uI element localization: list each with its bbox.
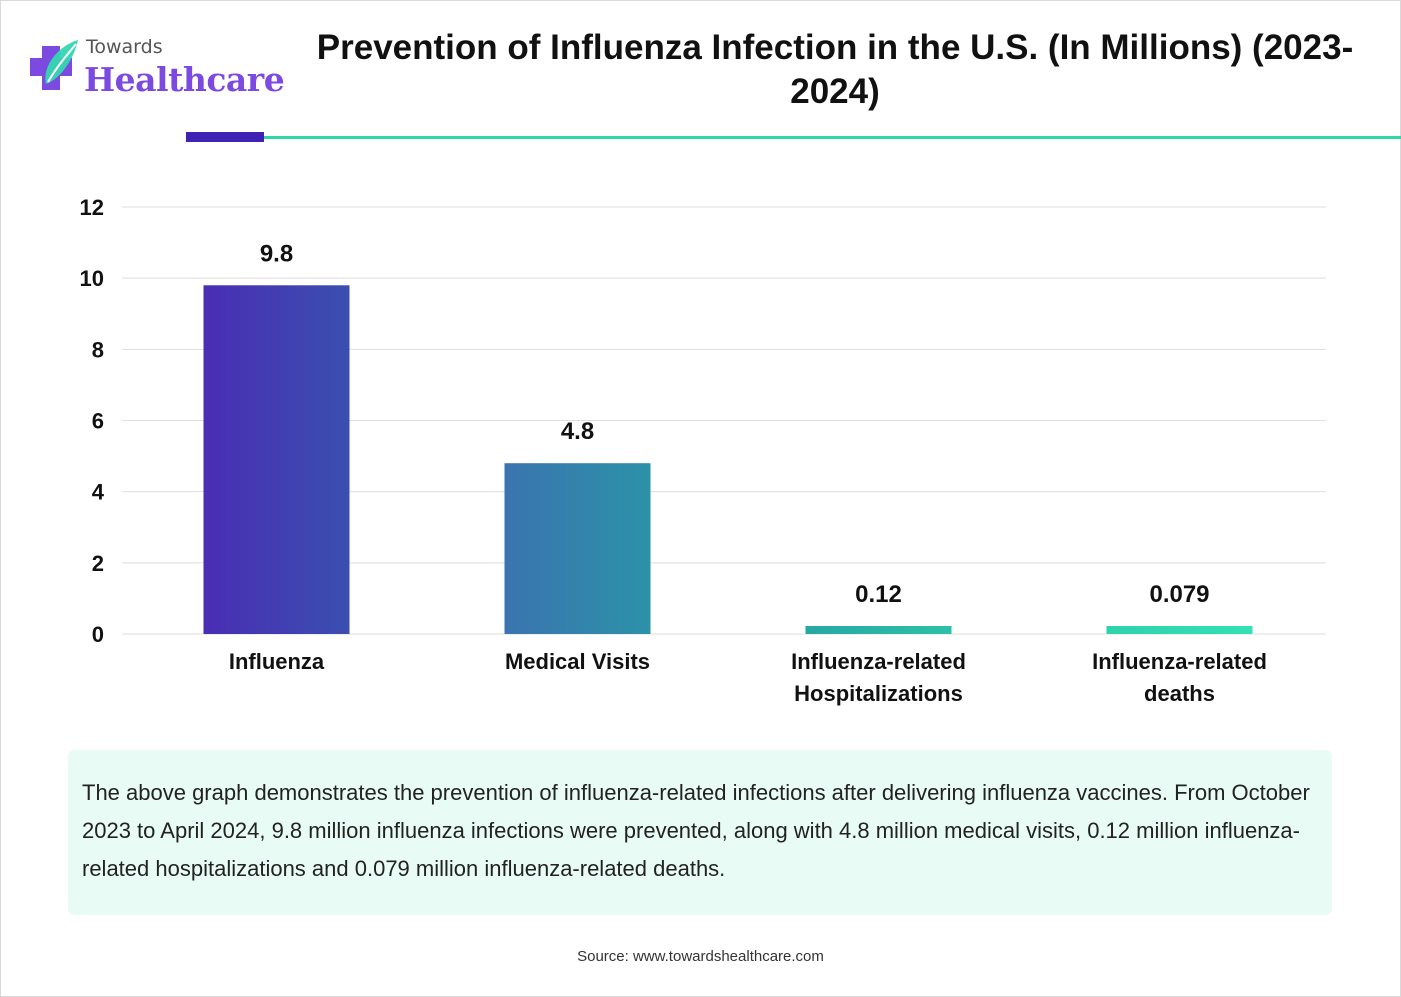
data-label: 9.8 [260, 240, 293, 267]
x-category-label: Medical Visits [505, 649, 650, 674]
bar [805, 626, 952, 634]
logo-text-healthcare: Healthcare [84, 60, 285, 99]
y-tick-label: 0 [92, 622, 104, 647]
y-tick-label: 12 [80, 195, 104, 220]
x-category-label: Influenza-related Hospitalizations [791, 649, 966, 706]
title-accent-bar [186, 132, 264, 142]
data-label: 0.12 [855, 581, 902, 608]
source-note: Source: www.towardshealthcare.com [577, 948, 824, 965]
data-label: 4.8 [561, 418, 594, 445]
bar [1106, 626, 1253, 634]
logo-text-towards: Towards [86, 36, 163, 58]
y-tick-label: 8 [92, 337, 104, 362]
brand-logo: Towards Healthcare [28, 34, 285, 106]
bar [203, 285, 350, 634]
description-text: The above graph demonstrates the prevent… [82, 780, 1310, 881]
bar-chart: 0 2 4 6 8 10 12 9.8 Influenza 4.8 Medical Visits 0.… [80, 195, 1326, 706]
x-category-label: Influenza-related deaths [1092, 649, 1267, 706]
data-label: 0.079 [1149, 581, 1209, 608]
x-category-label: Influenza [229, 649, 325, 674]
y-tick-label: 10 [80, 266, 104, 291]
bar [504, 463, 651, 634]
y-tick-label: 6 [92, 409, 104, 434]
description-box: The above graph demonstrates the prevent… [68, 750, 1332, 915]
medical-cross-icon [30, 40, 78, 90]
chart-title: Prevention of Influenza Infection in the… [316, 28, 1354, 111]
y-tick-label: 2 [92, 551, 104, 576]
title-accent-line [264, 136, 1401, 139]
y-tick-label: 4 [92, 480, 105, 505]
